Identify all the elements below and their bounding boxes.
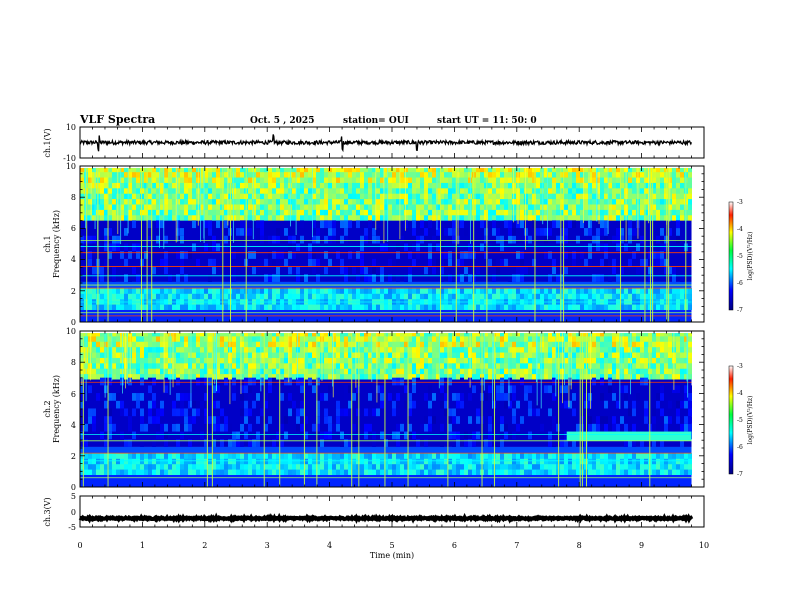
ch2-channel-label: ch.2 xyxy=(43,400,52,417)
ch1-ytick-2: 2 xyxy=(71,287,76,296)
figure-title: VLF Spectra xyxy=(79,113,155,126)
date-label: Oct. 5 , 2025 xyxy=(250,116,314,126)
ch2-cb-tick-m6: -6 xyxy=(737,444,743,451)
x-axis-label: Time (min) xyxy=(370,551,414,560)
ch3-waveform-ylabel: ch.3(V) xyxy=(43,497,52,526)
xtick-2: 2 xyxy=(202,541,207,550)
ch2-frequency-label: Frequency (kHz) xyxy=(52,375,61,443)
ch2-cb-tick-m3: -3 xyxy=(737,363,743,370)
ch2-mid-band xyxy=(80,446,692,454)
ch3-ytick-5: 5 xyxy=(71,492,76,501)
ch2-colorbar-label: log(PSD)(V²/Hz) xyxy=(747,396,754,445)
ch1-colorbar-label: log(PSD)(V²/Hz) xyxy=(747,232,754,281)
axis-tick-marks xyxy=(79,127,705,527)
ch1-frequency-label: Frequency (kHz) xyxy=(52,210,61,278)
xtick-5: 5 xyxy=(389,541,394,550)
ch2-ytick-2: 2 xyxy=(71,452,76,461)
ch1-channel-label: ch.1 xyxy=(43,235,52,252)
start-time-label: start UT = 11: 50: 0 xyxy=(437,116,537,126)
ch2-cb-tick-m4: -4 xyxy=(737,390,743,397)
ch1-ytick-8: 8 xyxy=(71,193,76,202)
ch1-cb-tick-m5: -5 xyxy=(737,253,743,260)
xtick-8: 8 xyxy=(577,541,582,550)
xtick-6: 6 xyxy=(452,541,457,550)
ch2-late-band xyxy=(566,431,692,441)
xtick-0: 0 xyxy=(77,541,82,550)
ch2-ytick-4: 4 xyxy=(71,421,76,430)
ch2-cb-tick-m5: -5 xyxy=(737,417,743,424)
ch1-ytick-6: 6 xyxy=(71,224,76,233)
ch3-ytick-m5: -5 xyxy=(68,523,76,532)
ch1-cb-tick-m6: -6 xyxy=(737,280,743,287)
ch1-spectrogram xyxy=(80,168,692,322)
xtick-7: 7 xyxy=(514,541,519,550)
ch2-spectrogram-panel: 0 2 4 6 8 10 ch.2 Frequency (kHz) -3 -4 … xyxy=(43,327,754,492)
station-label: station= OUI xyxy=(343,116,409,126)
ch2-colorbar xyxy=(728,365,734,475)
ch2-cb-tick-m7: -7 xyxy=(737,471,743,478)
ch1-ytick-4: 4 xyxy=(71,255,76,264)
ch1-ytick-bottom: -10 xyxy=(63,154,76,163)
ch1-spectrogram-panel: 0 2 4 6 8 10 ch.1 Frequency (kHz) -3 -4 … xyxy=(43,162,754,327)
ch2-spectrogram xyxy=(80,333,692,487)
ch1-cb-tick-m3: -3 xyxy=(737,199,743,206)
ch1-ytick-top: 10 xyxy=(66,123,76,132)
xtick-10: 10 xyxy=(699,541,709,550)
x-axis: 0 1 2 3 4 5 6 7 8 9 10 Time (min) xyxy=(77,541,709,560)
ch3-waveform-trace xyxy=(78,512,694,524)
ch2-low-floor-band xyxy=(80,474,692,487)
ch1-ytick-0: 0 xyxy=(71,318,76,327)
xtick-9: 9 xyxy=(639,541,644,550)
ch2-ytick-8: 8 xyxy=(71,358,76,367)
ch1-colorbar xyxy=(728,201,734,311)
ch1-cb-tick-m7: -7 xyxy=(737,307,743,314)
ch2-ytick-6: 6 xyxy=(71,390,76,399)
xtick-4: 4 xyxy=(327,541,332,550)
xtick-3: 3 xyxy=(265,541,270,550)
ch2-ytick-0: 0 xyxy=(71,483,76,492)
ch1-waveform-ylabel: ch.1(V) xyxy=(43,128,52,157)
xtick-1: 1 xyxy=(140,541,145,550)
ch1-ytick-10: 10 xyxy=(66,162,76,171)
ch1-waveform-trace xyxy=(79,134,693,153)
ch3-ytick-0: 0 xyxy=(71,508,76,517)
ch2-ytick-10: 10 xyxy=(66,327,76,336)
ch1-cb-tick-m4: -4 xyxy=(737,226,743,233)
